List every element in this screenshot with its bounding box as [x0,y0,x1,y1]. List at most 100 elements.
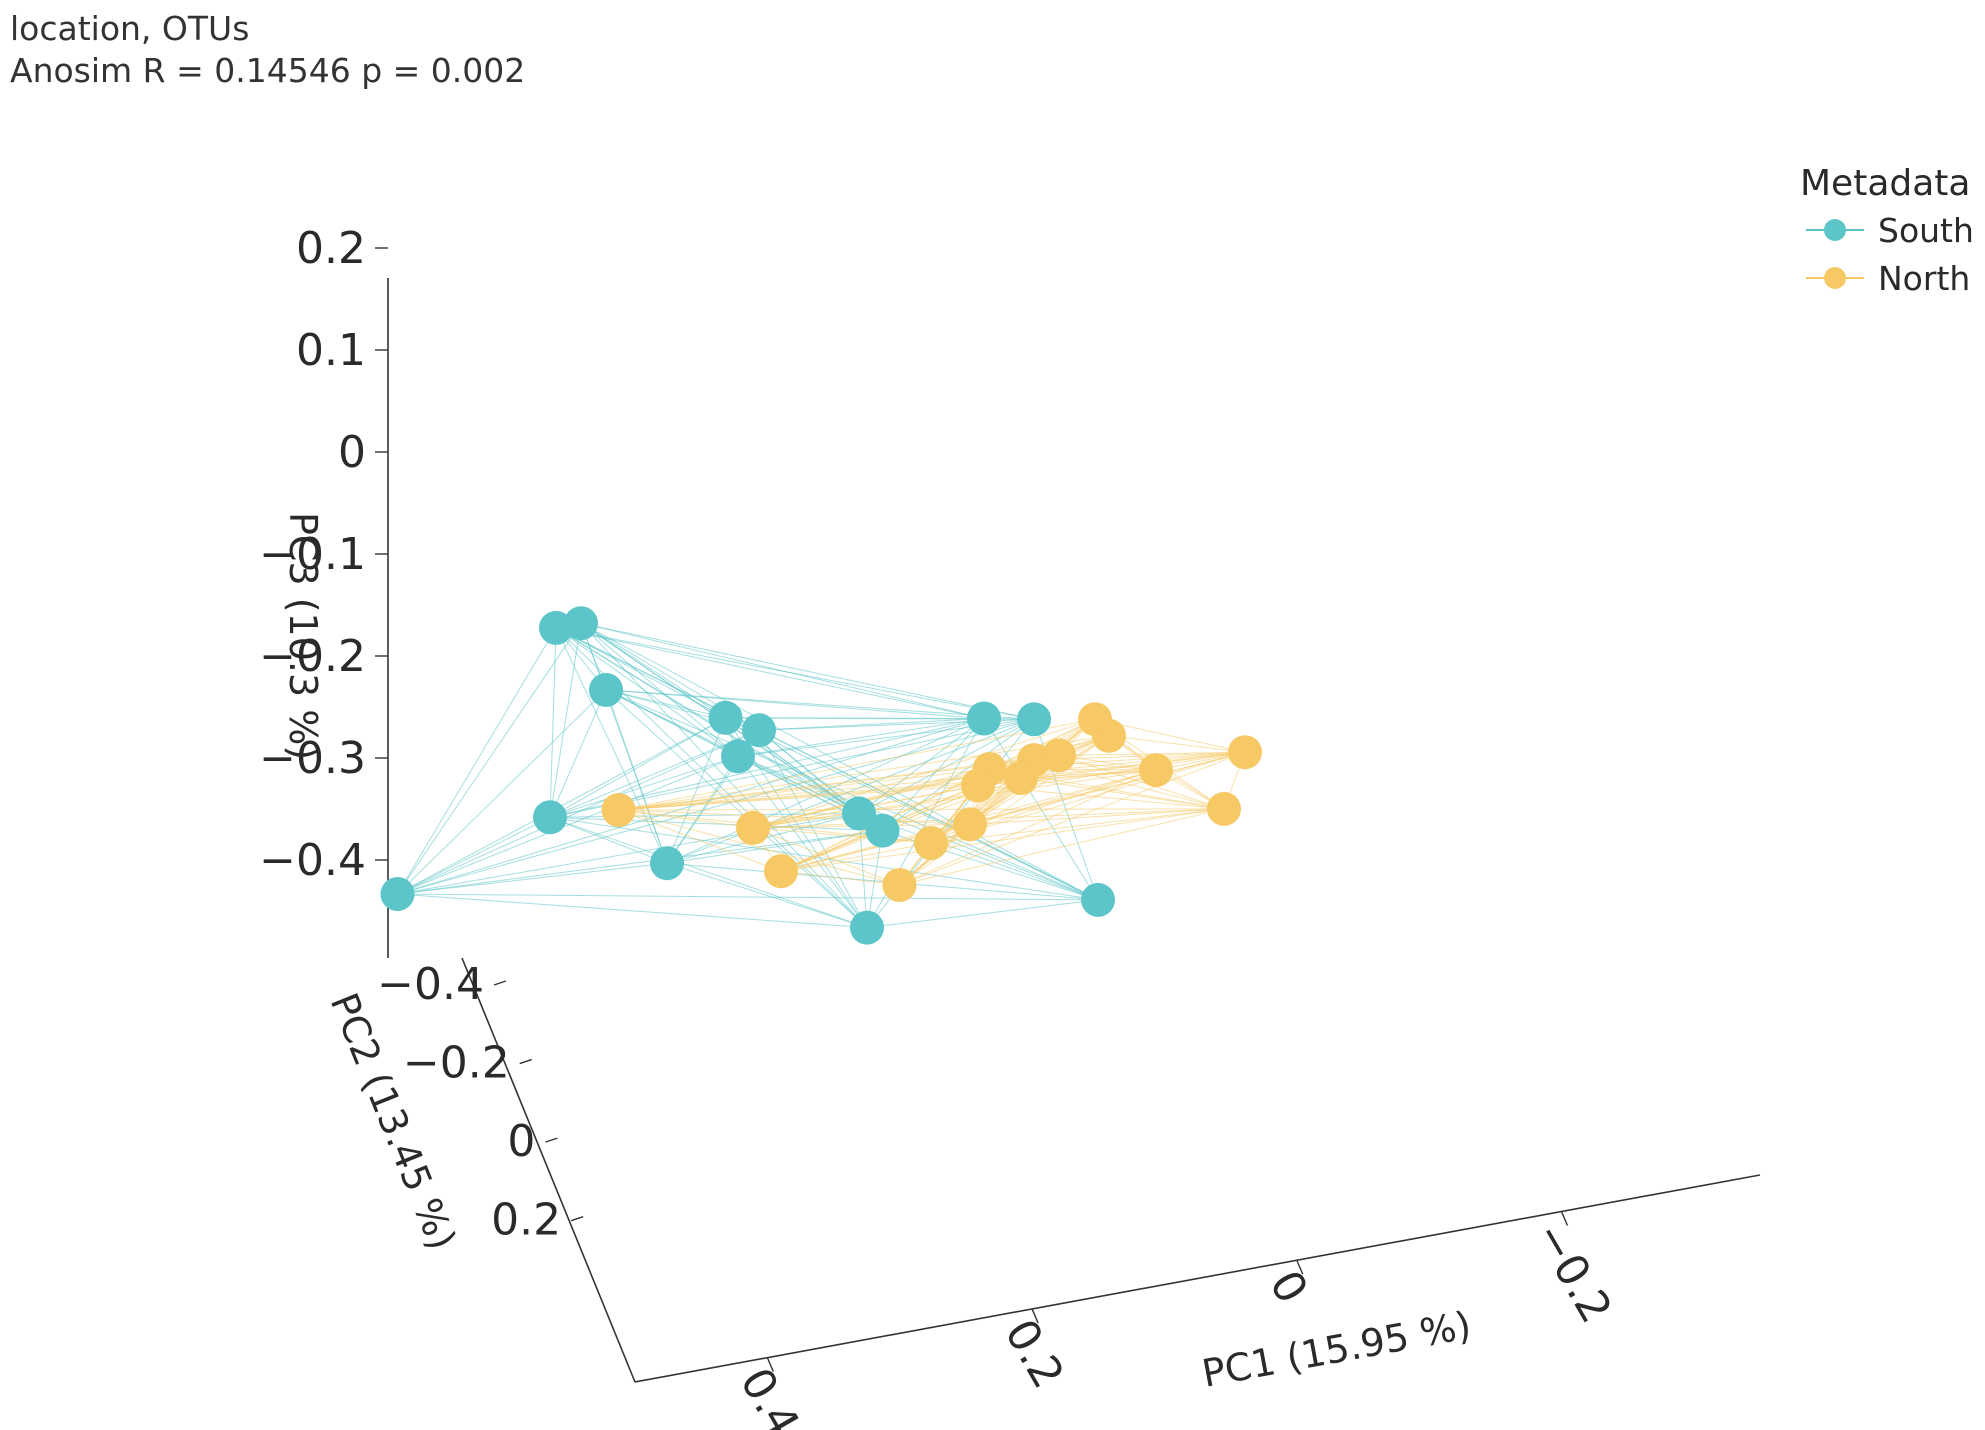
point-south [564,606,598,641]
edge-south [580,622,868,928]
z-tick-label: −0.1 [259,529,366,580]
y-tick-mark [545,1137,558,1143]
edge-south [580,622,739,757]
edge-north [752,827,932,844]
edge-south [549,755,739,818]
point-north [601,793,636,827]
point-north [961,768,995,803]
x-tick-mark [1560,1211,1569,1226]
point-south [650,846,684,881]
z-tick-label: −0.3 [259,733,366,784]
y-tick-label: 0 [507,1116,535,1167]
x-tick-mark [1296,1259,1304,1275]
edge-south [397,718,1035,895]
legend-marker-north [1824,267,1846,289]
edge-south [666,862,1099,901]
x-axis-line [634,1174,1761,1383]
edge-north [618,785,979,811]
point-north [953,807,987,842]
x-axis-title: PC1 (15.95 %) [1199,1303,1475,1396]
title-line-2: Anosim R = 0.14546 p = 0.002 [10,51,525,90]
legend-item-south[interactable]: South [1806,211,1974,250]
z-tick-label: 0.2 [296,223,366,274]
legend-label-south: South [1878,211,1974,250]
edge-south [605,689,1099,901]
edge-south [605,689,726,719]
z-tick-label: −0.2 [259,631,366,682]
point-north [1228,735,1262,770]
edge-north [1108,735,1246,753]
data-points [380,606,1262,945]
point-north [1004,761,1038,795]
edge-south [397,893,1099,901]
edge-north [618,768,990,811]
y-tick-label: 0.2 [491,1195,561,1246]
y-tick-mark [570,1216,584,1222]
edge-south [549,717,726,818]
edge-south [397,689,607,895]
point-south [380,877,415,911]
edge-north [752,769,1157,829]
point-north [764,854,798,889]
edge-south [737,755,1099,901]
edge-south [549,623,582,818]
edge-north [618,809,900,886]
edge-south [737,718,985,757]
x-tick-label: 0.4 [730,1360,809,1430]
edge-north [1020,751,1246,779]
connection-lines [397,622,1246,929]
legend-item-north[interactable]: North [1806,259,1970,298]
edge-north [899,808,1225,886]
edge-south [397,862,668,895]
edge-south [737,755,868,928]
edge-south [580,622,1035,720]
edge-north [1020,777,1225,810]
edge-south [397,622,582,895]
edge-north [752,768,990,829]
edge-north [899,769,1157,886]
edge-south [397,893,868,929]
edge-south [580,622,726,719]
y-axis-line [461,957,636,1383]
edge-south [549,816,868,929]
point-south [865,813,900,848]
point-south [850,910,884,945]
edge-north [780,718,1096,872]
edge-north [618,751,1246,811]
point-south [533,800,567,835]
edge-north [618,808,1225,811]
title-line-1: location, OTUs [10,9,249,48]
x-tick-label: 0.2 [995,1311,1074,1397]
edge-south [555,627,668,864]
axis-ticks: 0.2 0.1 0 −0.1 −0.2 −0.3 −0.4 −0.4 −0.2 0 0.2 0.4 0.… [259,223,1621,1430]
edge-south [555,627,1099,901]
point-south [721,739,755,774]
edge-south [580,622,985,719]
edge-north [780,870,900,886]
point-north [1139,753,1173,788]
y-tick-mark [519,1058,532,1065]
edge-north [618,777,1022,811]
x-tick-mark [766,1357,774,1372]
y-axis-title: PC2 (13.45 %) [322,987,465,1256]
edge-south [666,717,726,864]
edge-north [969,808,1225,825]
point-north [914,826,948,860]
axes [387,278,1761,1383]
y-tick-mark [493,980,507,986]
edge-north [752,808,1225,829]
point-south [708,700,743,735]
edge-south [549,816,883,832]
edge-south [549,816,1099,901]
point-south [1017,702,1051,737]
edge-north [618,809,754,829]
legend-label-north: North [1878,259,1970,298]
edge-south [737,755,860,814]
x-tick-mark [1031,1308,1039,1324]
point-north [882,868,917,902]
y-tick-label: −0.2 [403,1038,510,1089]
point-south [589,672,623,707]
edge-south [666,862,868,929]
edge-north [752,827,900,886]
point-south [1081,882,1115,917]
